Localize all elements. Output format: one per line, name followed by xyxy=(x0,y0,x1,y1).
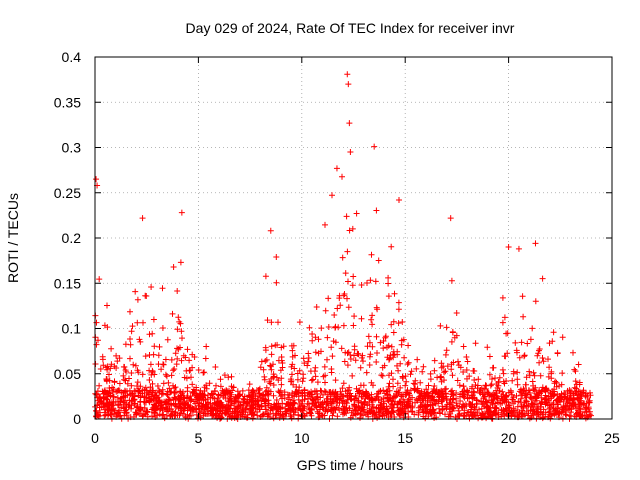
peak-marker xyxy=(347,149,354,156)
peak-marker xyxy=(93,176,100,183)
y-tick-label: 0.25 xyxy=(54,185,81,201)
y-tick-label: 0.2 xyxy=(62,230,82,246)
y-tick-label: 0.15 xyxy=(54,275,81,291)
x-tick-label: 5 xyxy=(195,430,203,446)
chart-title: Day 029 of 2024, Rate Of TEC Index for r… xyxy=(186,20,515,36)
y-tick-label: 0.05 xyxy=(54,366,81,382)
plot-frame xyxy=(94,56,613,420)
x-tick-label: 0 xyxy=(91,430,99,446)
y-tick-label: 0.3 xyxy=(62,140,82,156)
y-tick-label: 0.1 xyxy=(62,321,82,337)
peak-marker xyxy=(515,245,522,252)
peak-marker xyxy=(345,81,352,88)
grid-lines xyxy=(95,57,612,419)
y-axis-label: ROTI / TECUs xyxy=(5,193,21,283)
x-tick-label: 10 xyxy=(294,430,310,446)
peak-marker xyxy=(371,143,378,150)
peak-marker xyxy=(532,240,539,247)
data-points xyxy=(92,71,594,422)
y-tick-label: 0 xyxy=(73,411,81,427)
peak-marker xyxy=(267,227,274,234)
scatter-markers xyxy=(92,173,594,422)
peak-marker xyxy=(344,71,351,78)
x-tick-label: 25 xyxy=(604,430,620,446)
y-tick-label: 0.4 xyxy=(62,49,82,65)
y-tick-label: 0.35 xyxy=(54,94,81,110)
x-axis-label: GPS time / hours xyxy=(297,457,404,473)
peak-marker xyxy=(505,244,512,251)
axes: 0 5 10 15 20 25 0 0.05 0.1 0.15 0.2 0.25 0.3 0.35 0.4 xyxy=(54,49,620,446)
peak-marker xyxy=(139,215,146,222)
peak-marker xyxy=(178,209,185,216)
peak-marker xyxy=(346,120,353,127)
x-tick-label: 20 xyxy=(501,430,517,446)
x-tick-label: 15 xyxy=(397,430,413,446)
peak-marker xyxy=(333,165,340,172)
peak-marker xyxy=(395,196,402,203)
peak-marker xyxy=(447,215,454,222)
